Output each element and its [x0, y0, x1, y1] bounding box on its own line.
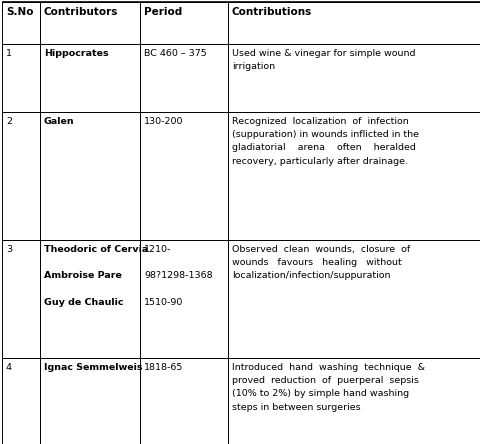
Bar [2, 240, 40, 358]
Bar [40, 112, 140, 240]
Text: Contributors: Contributors [44, 7, 119, 17]
Bar [140, 112, 228, 240]
Bar [2, 358, 40, 444]
Bar [2, 44, 40, 112]
Text: Used wine & vinegar for simple wound
irrigation: Used wine & vinegar for simple wound irr… [232, 49, 416, 71]
Bar [228, 2, 480, 44]
Text: Theodoric of Cervia

Ambroise Pare

Guy de Chaulic: Theodoric of Cervia Ambroise Pare Guy de… [44, 245, 148, 307]
Text: 2: 2 [6, 117, 12, 126]
Bar [40, 44, 140, 112]
Text: Ignac Semmelweis: Ignac Semmelweis [44, 363, 143, 372]
Bar [228, 358, 480, 444]
Text: Recognized  localization  of  infection
(suppuration) in wounds inflicted in the: Recognized localization of infection (su… [232, 117, 419, 166]
Text: 1: 1 [6, 49, 12, 58]
Text: Hippocrates: Hippocrates [44, 49, 108, 58]
Text: S.No: S.No [6, 7, 34, 17]
Bar [228, 44, 480, 112]
Text: Introduced  hand  washing  technique  &
proved  reduction  of  puerperal  sepsis: Introduced hand washing technique & prov… [232, 363, 425, 412]
Text: Period: Period [144, 7, 182, 17]
Bar [140, 240, 228, 358]
Bar [228, 112, 480, 240]
Bar [40, 240, 140, 358]
Text: 1818-65: 1818-65 [144, 363, 183, 372]
Text: Contributions: Contributions [232, 7, 312, 17]
Bar [228, 240, 480, 358]
Text: Observed  clean  wounds,  closure  of
wounds   favours   healing   without
local: Observed clean wounds, closure of wounds… [232, 245, 410, 281]
Bar [140, 44, 228, 112]
Bar [40, 358, 140, 444]
Bar [2, 112, 40, 240]
Text: 3: 3 [6, 245, 12, 254]
Bar [140, 358, 228, 444]
Bar [40, 2, 140, 44]
Text: BC 460 – 375: BC 460 – 375 [144, 49, 207, 58]
Text: 1210-

98?1298-1368

1510-90: 1210- 98?1298-1368 1510-90 [144, 245, 213, 307]
Text: 4: 4 [6, 363, 12, 372]
Bar [140, 2, 228, 44]
Bar [2, 2, 40, 44]
Text: 130-200: 130-200 [144, 117, 183, 126]
Text: Galen: Galen [44, 117, 74, 126]
